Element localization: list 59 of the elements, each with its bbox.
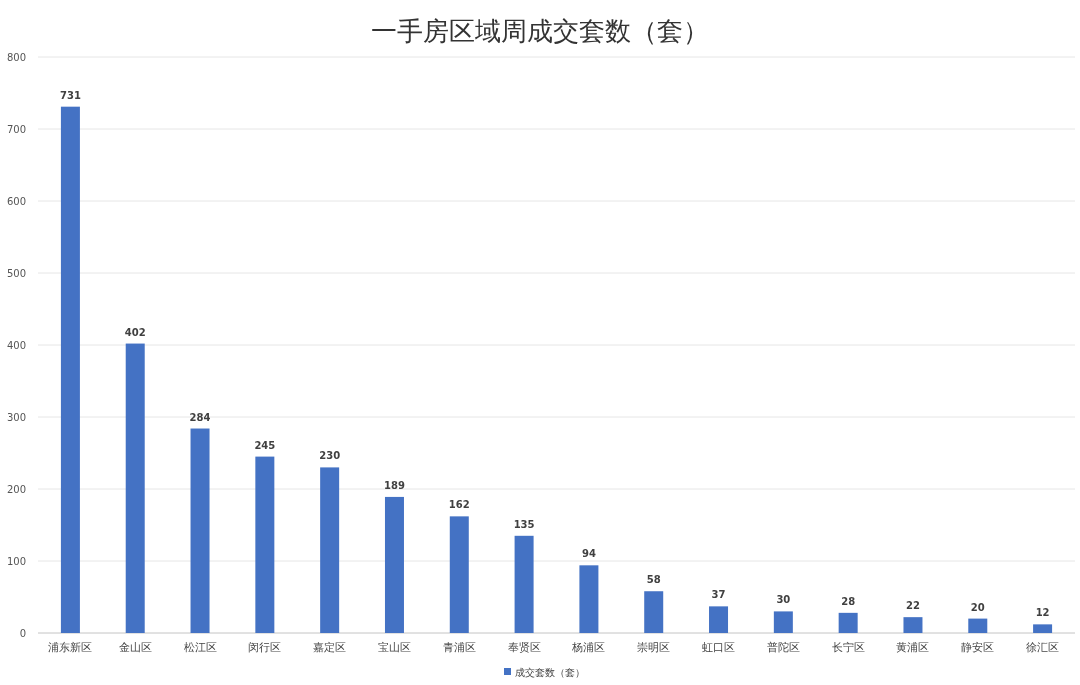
data-label: 731 (59, 89, 81, 101)
data-label: 94 (581, 548, 596, 560)
y-tick-label: 500 (6, 268, 26, 279)
data-label: 28 (841, 595, 856, 607)
x-tick-label: 松江区 (183, 641, 217, 654)
bar (644, 591, 664, 633)
y-tick-label: 300 (6, 412, 26, 423)
bar (384, 496, 404, 633)
data-label: 58 (646, 574, 661, 586)
x-tick-label: 嘉定区 (313, 641, 347, 654)
x-tick-label: 金山区 (118, 641, 152, 654)
bar (773, 611, 793, 633)
y-tick-label: 100 (6, 556, 26, 567)
data-label: 189 (384, 479, 405, 491)
bar (514, 535, 534, 633)
y-tick-label: 600 (6, 196, 26, 207)
bar (60, 106, 80, 633)
x-tick-label: 静安区 (961, 641, 995, 654)
data-label: 135 (513, 518, 535, 530)
y-tick-label: 700 (6, 124, 26, 135)
data-label: 37 (711, 589, 726, 601)
bar (320, 467, 340, 633)
legend-label: 成交套数（套） (515, 667, 585, 678)
x-tick-label: 徐汇区 (1026, 641, 1060, 654)
y-tick-label: 800 (6, 52, 26, 63)
data-label: 230 (319, 450, 341, 462)
bar (1033, 624, 1053, 633)
bar (709, 606, 729, 633)
y-tick-label: 200 (6, 484, 26, 495)
bar (449, 516, 469, 633)
bar (838, 612, 858, 633)
data-label: 402 (124, 326, 146, 338)
bar (579, 565, 599, 633)
x-tick-label: 虹口区 (702, 641, 736, 654)
x-tick-label: 长宁区 (831, 641, 865, 654)
x-tick-label: 崇明区 (637, 641, 671, 654)
bar (903, 617, 923, 633)
bar (190, 428, 210, 633)
x-tick-label: 宝山区 (377, 641, 411, 654)
x-tick-label: 普陀区 (766, 641, 800, 654)
x-tick-label: 杨浦区 (571, 641, 606, 654)
y-tick-label: 0 (19, 628, 26, 639)
x-tick-label: 奉贤区 (507, 641, 541, 654)
chart-title: 一手房区域周成交套数（套） (371, 16, 709, 46)
data-label: 245 (254, 439, 276, 451)
data-label: 22 (906, 600, 920, 612)
x-tick-label: 闵行区 (248, 641, 282, 654)
data-label: 30 (776, 594, 791, 606)
data-label: 162 (448, 499, 470, 511)
bar (968, 618, 988, 633)
x-tick-label: 浦东新区 (48, 641, 93, 654)
bar (255, 456, 275, 633)
y-tick-label: 400 (6, 340, 26, 351)
data-label: 284 (189, 411, 211, 423)
x-tick-label: 黄浦区 (896, 641, 930, 654)
x-tick-label: 青浦区 (442, 641, 476, 654)
bar (125, 343, 145, 633)
data-label: 20 (970, 601, 985, 613)
data-label: 12 (1035, 607, 1050, 619)
